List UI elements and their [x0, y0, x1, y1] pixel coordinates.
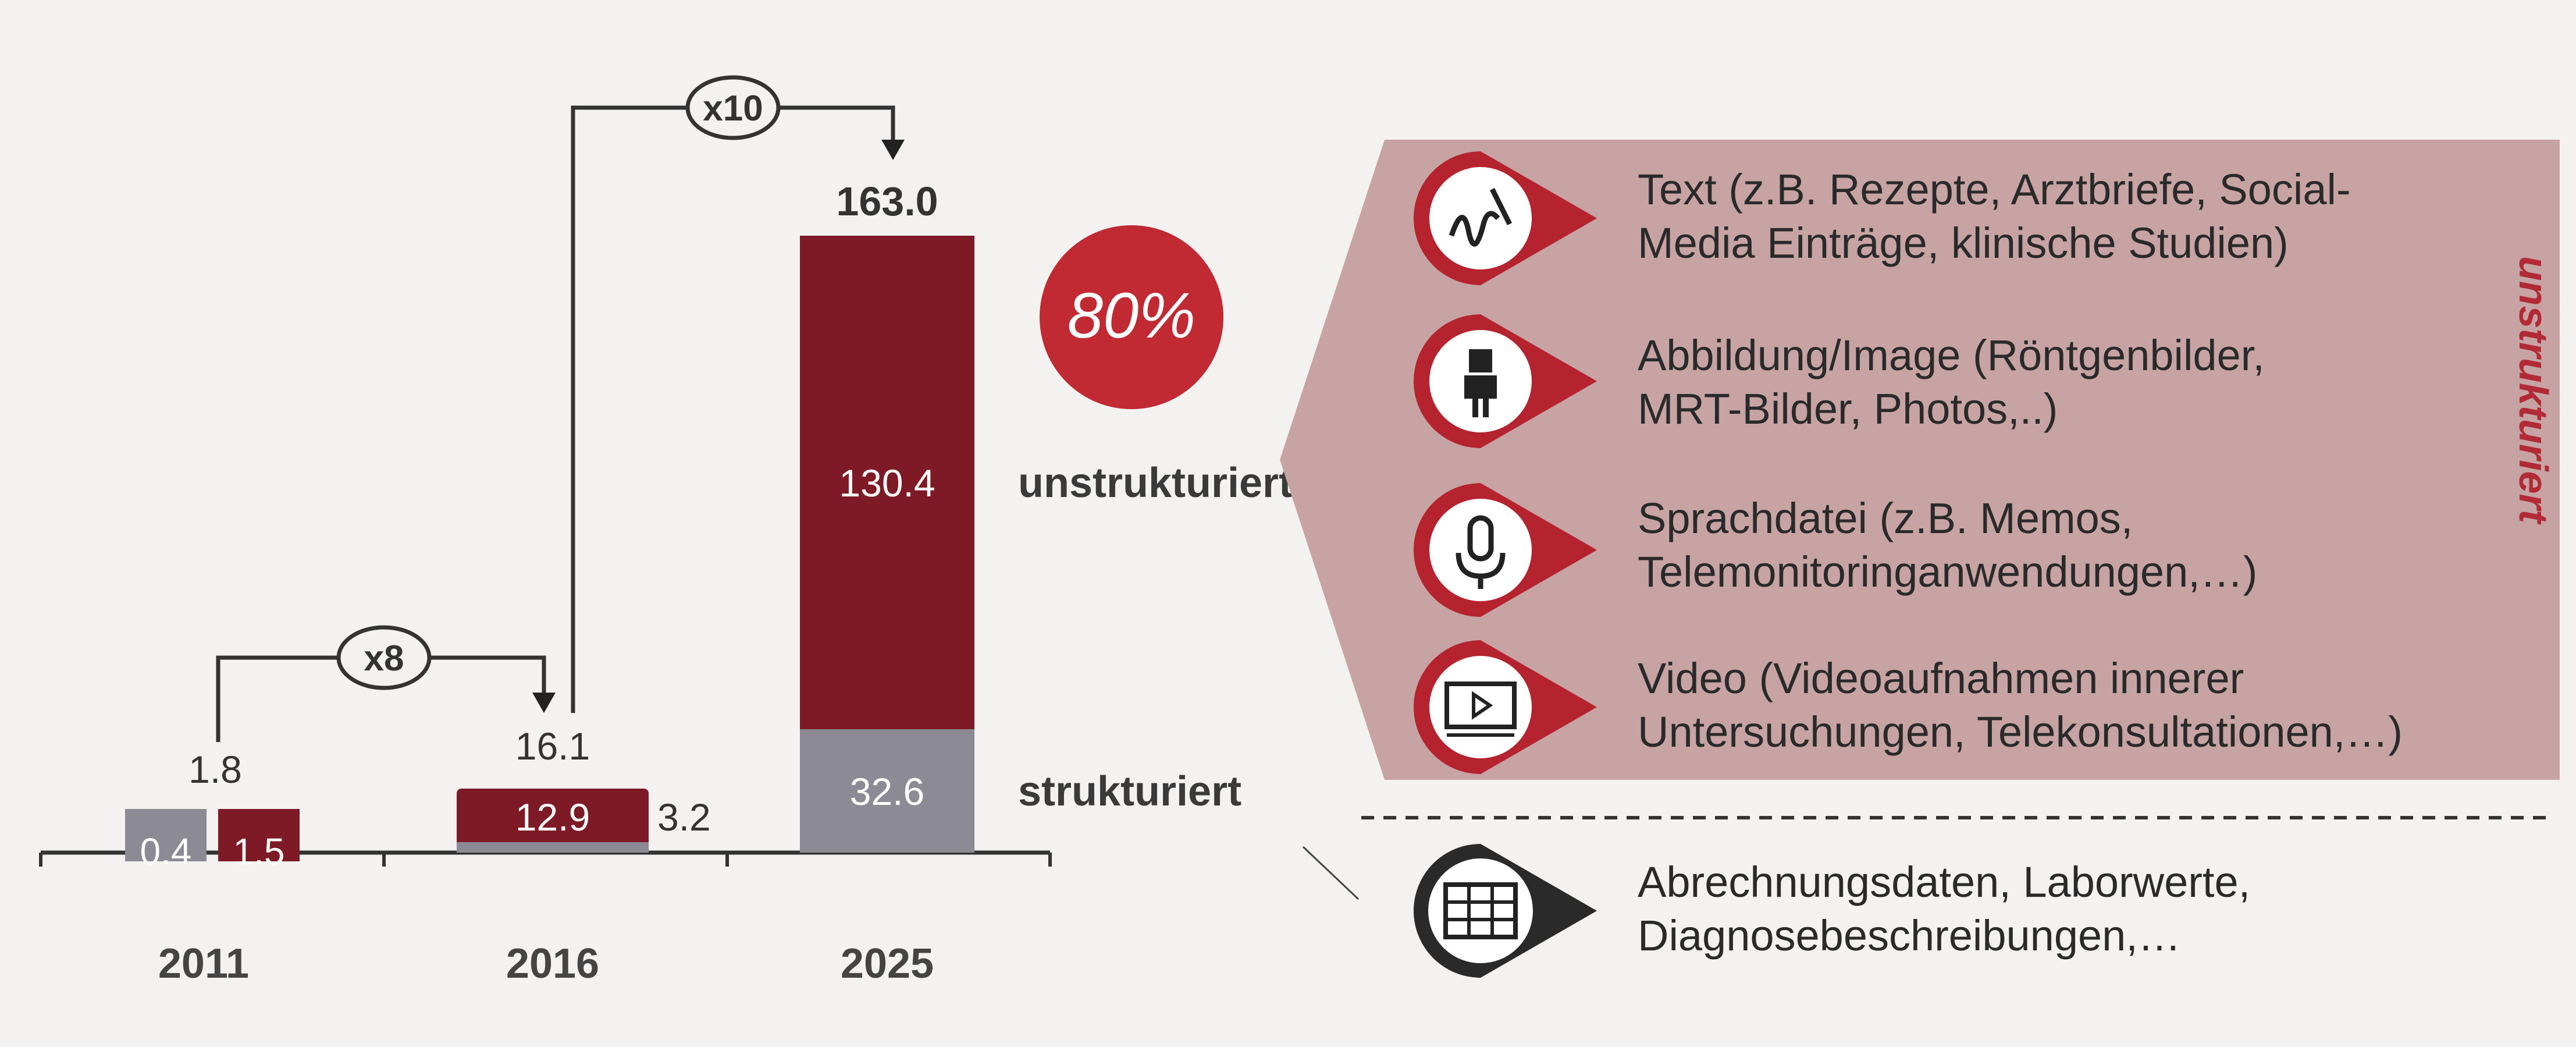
category-label: 2011	[158, 940, 249, 987]
video-player-icon	[1413, 640, 1597, 774]
value-label: 130.4	[839, 462, 935, 505]
bar-structured-2011	[125, 809, 207, 861]
series-label-unstructured: unstrukturiert	[1018, 460, 1293, 506]
category-label: 2025	[841, 940, 934, 987]
bar-unstructured-2025	[800, 236, 974, 729]
structured-item: Abrechnungsdaten, Laborwerte, Diagnosebes…	[1638, 858, 2251, 960]
bar-structured-2025	[800, 729, 974, 853]
stacked-bar-chart: 0.4 1.5 1.8 12.9 3.2 16.1 32.6 130.4 163.0 unstru…	[39, 75, 1293, 987]
percent-badge: 80%	[1040, 225, 1223, 409]
growth-label: x8	[364, 638, 404, 679]
growth-arrowhead	[881, 140, 905, 160]
bar-structured-2016	[457, 842, 649, 853]
bar-unstructured-2016	[457, 789, 649, 847]
value-label: 0.4	[140, 830, 192, 872]
value-label: 3.2	[657, 796, 711, 839]
total-label: 16.1	[515, 725, 590, 768]
microphone-icon	[1413, 483, 1597, 617]
bar-unstructured-2011	[218, 809, 300, 861]
database-table-icon	[1413, 844, 1597, 978]
audio-item: Sprachdatei (z.B. Memos, Telemonitoringan…	[1638, 494, 2258, 596]
text-item: Text (z.B. Rezepte, Arztbriefe, Social- M…	[1638, 165, 2351, 267]
total-label: 1.8	[188, 748, 242, 791]
value-label: 12.9	[515, 796, 590, 839]
value-label: 1.5	[233, 830, 285, 872]
growth-label: x10	[703, 88, 763, 129]
image-item: Abbildung/Image (Röntgenbilder, MRT-Bilde…	[1638, 331, 2265, 433]
growth-arrowhead	[532, 693, 556, 713]
xray-figure-icon	[1413, 314, 1597, 448]
total-label: 163.0	[836, 179, 938, 224]
video-item: Video (Videoaufnahmen innerer Untersuchun…	[1638, 654, 2403, 756]
growth-oval	[685, 75, 781, 140]
percent-badge-label: 80%	[1068, 280, 1196, 352]
growth-oval	[336, 625, 432, 690]
value-label: 32.6	[850, 770, 924, 813]
series-label-structured: strukturiert	[1018, 768, 1241, 815]
handwriting-icon	[1413, 151, 1597, 285]
panel-vertical-label: unstrukturiert	[2511, 256, 2556, 523]
category-label: 2016	[506, 940, 599, 987]
